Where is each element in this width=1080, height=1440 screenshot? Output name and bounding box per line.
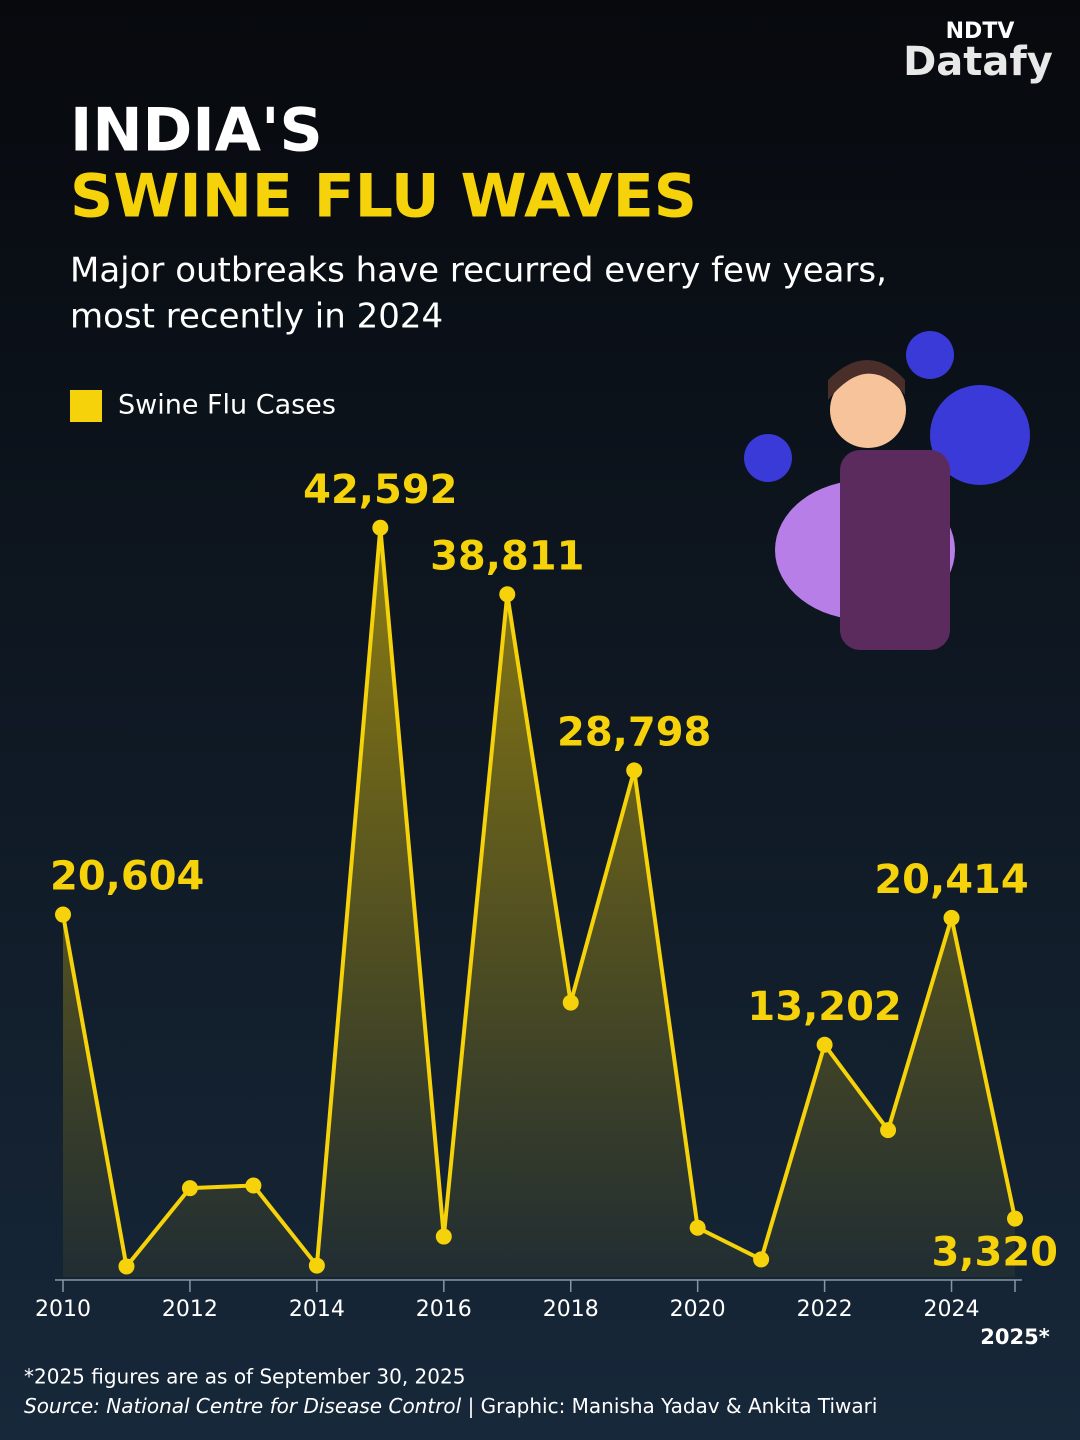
- point: [308, 1257, 325, 1274]
- legend-label: Swine Flu Cases: [118, 390, 336, 421]
- brand-top: NDTV: [946, 19, 1015, 44]
- x-tick-label: 2012: [162, 1297, 218, 1322]
- chart-title: INDIA'S: [70, 96, 323, 166]
- point: [435, 1228, 452, 1245]
- brand-name: Datafy: [903, 39, 1053, 85]
- x-tick-label: 2016: [416, 1297, 472, 1322]
- x-tick-label: 2020: [670, 1297, 726, 1322]
- point: [55, 906, 71, 923]
- point: [562, 994, 579, 1011]
- source: Source: National Centre for Disease Cont…: [24, 1394, 462, 1418]
- legend-swatch: [70, 390, 102, 422]
- subtitle: Major outbreaks have recurred every few …: [70, 251, 887, 291]
- point: [245, 1177, 262, 1194]
- point: [753, 1251, 770, 1268]
- value-label: 20,414: [874, 857, 1028, 903]
- point: [118, 1258, 135, 1275]
- value-label: 38,811: [430, 533, 584, 579]
- chart-title-highlight: SWINE FLU WAVES: [70, 162, 697, 232]
- point: [1007, 1210, 1023, 1227]
- value-label: 3,320: [931, 1230, 1058, 1276]
- point: [816, 1036, 833, 1053]
- illustration: [744, 331, 1030, 650]
- value-label: 20,604: [50, 854, 204, 900]
- subtitle: most recently in 2024: [70, 297, 443, 337]
- point: [880, 1122, 897, 1139]
- area: [63, 527, 1015, 1277]
- x-tick-label: 2024: [924, 1297, 980, 1322]
- x-tick-label: 2018: [543, 1297, 599, 1322]
- x-tick-label: 2014: [289, 1297, 345, 1322]
- credit: | Graphic: Manisha Yadav & Ankita Tiwari: [461, 1394, 877, 1418]
- footnote: *2025 figures are as of September 30, 20…: [24, 1365, 465, 1389]
- x-tick-label: 2010: [35, 1297, 91, 1322]
- line: [61, 525, 1017, 1269]
- x-tick-label: 2025*: [980, 1325, 1049, 1349]
- point: [181, 1180, 198, 1197]
- source-line: Source: National Centre for Disease Cont…: [24, 1394, 877, 1418]
- value-label: 13,202: [747, 984, 901, 1030]
- point: [943, 909, 960, 926]
- point: [689, 1219, 706, 1236]
- value-label: 28,798: [557, 709, 711, 755]
- point: [626, 762, 643, 779]
- point: [372, 519, 389, 536]
- value-label: 42,592: [303, 467, 457, 513]
- x-tick-label: 2022: [797, 1297, 853, 1322]
- point: [499, 586, 516, 603]
